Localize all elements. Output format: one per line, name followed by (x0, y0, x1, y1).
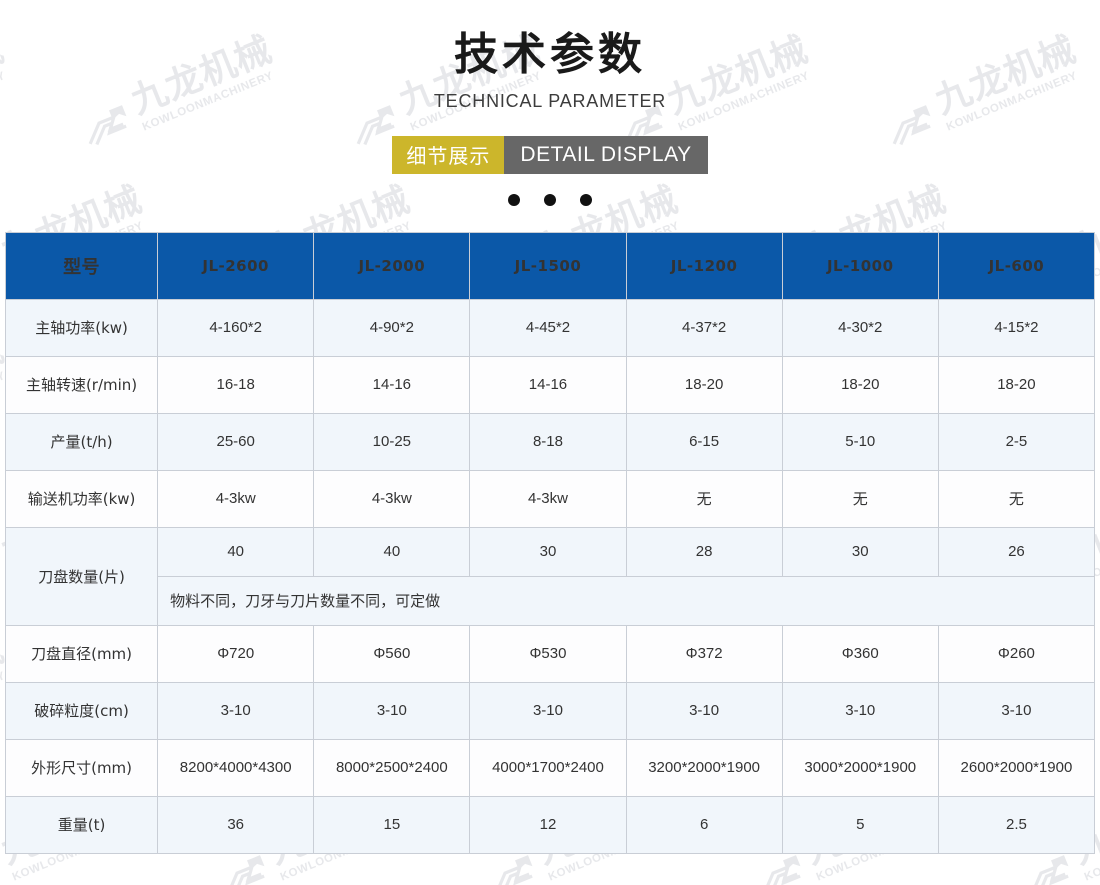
page-header: 技术参数 TECHNICAL PARAMETER 细节展示 DETAIL DIS… (0, 0, 1100, 206)
table-cell: 4-3kw (469, 469, 627, 528)
table-row: 刀盘直径(mm) Φ720 Φ560 Φ530 Φ372 Φ360 Φ260 (4, 624, 1096, 683)
table-cell: 4-90*2 (313, 298, 471, 357)
table-row: 主轴转速(r/min) 16-18 14-16 14-16 18-20 18-20 18-2… (4, 355, 1096, 414)
table-cell: 3200*2000*1900 (625, 738, 783, 797)
row-label: 刀盘直径(mm) (4, 624, 159, 683)
table-cell: 14-16 (313, 355, 471, 414)
column-header-jl-1000: JL-1000 (781, 231, 939, 300)
table-cell: Φ530 (469, 624, 627, 683)
column-header-jl-2600: JL-2600 (157, 231, 315, 300)
table-row: 外形尺寸(mm) 8200*4000*4300 8000*2500*2400 4000… (4, 738, 1096, 797)
table-cell: Φ720 (157, 624, 315, 683)
table-cell: 3-10 (625, 681, 783, 740)
row-label: 产量(t/h) (4, 412, 159, 471)
table-cell: Φ372 (625, 624, 783, 683)
page-subtitle: TECHNICAL PARAMETER (433, 90, 667, 111)
table-cell: 无 (781, 469, 939, 528)
table-cell: 18-20 (625, 355, 783, 414)
column-header-model: 型号 (4, 231, 159, 300)
badge-label-en: DETAIL DISPLAY (504, 135, 708, 174)
table-cell: 3000*2000*1900 (781, 738, 939, 797)
table-body: 主轴功率(kw) 4-160*2 4-90*2 4-45*2 4-37*2 4-30*2 4… (4, 298, 1096, 854)
table-cell: 3-10 (781, 681, 939, 740)
table-cell: 25-60 (157, 412, 315, 471)
row-label: 输送机功率(kw) (4, 469, 159, 528)
table-cell: 4-3kw (157, 469, 315, 528)
table-cell: Φ560 (313, 624, 471, 683)
badge-label-cn: 细节展示 (392, 135, 505, 174)
table-cell: 无 (625, 469, 783, 528)
table-head: 型号 JL-2600 JL-2000 JL-1500 JL-1200 JL-1000 JL-… (4, 231, 1096, 300)
table-cell: 2-5 (937, 412, 1096, 471)
table-cell: Φ260 (937, 624, 1096, 683)
table-row: 主轴功率(kw) 4-160*2 4-90*2 4-45*2 4-37*2 4-30*2 4… (4, 298, 1096, 357)
technical-parameter-table: 型号 JL-2600 JL-2000 JL-1500 JL-1200 JL-1000 JL-… (4, 231, 1096, 854)
column-header-jl-1500: JL-1500 (469, 231, 627, 300)
table-cell: 无 (937, 469, 1096, 528)
table-cell: 4-15*2 (937, 298, 1096, 357)
section-badge: 细节展示 DETAIL DISPLAY (0, 135, 1100, 174)
row-label: 刀盘数量(片) (4, 526, 159, 626)
table-header-row: 型号 JL-2600 JL-2000 JL-1500 JL-1200 JL-1000 JL-… (4, 231, 1096, 300)
table-cell: 4000*1700*2400 (469, 738, 627, 797)
table-row: 产量(t/h) 25-60 10-25 8-18 6-15 5-10 2-5 (4, 412, 1096, 471)
table-cell: 40 (157, 526, 315, 577)
table-cell: 16-18 (157, 355, 315, 414)
table-cell: 4-30*2 (781, 298, 939, 357)
table-cell: 36 (157, 795, 315, 854)
spec-table-container: 型号 JL-2600 JL-2000 JL-1500 JL-1200 JL-1000 JL-… (4, 231, 1096, 854)
dot-icon (508, 193, 520, 206)
table-row: 刀盘数量(片) 40 40 30 28 30 26 (4, 526, 1096, 626)
column-header-jl-2000: JL-2000 (313, 231, 471, 300)
table-cell: 30 (781, 526, 939, 577)
row-label: 外形尺寸(mm) (4, 738, 159, 797)
table-cell: 3-10 (937, 681, 1096, 740)
table-cell: 18-20 (937, 355, 1096, 414)
table-cell: 8-18 (469, 412, 627, 471)
table-cell: 12 (469, 795, 627, 854)
decorative-dots (0, 193, 1100, 206)
table-cell: 5 (781, 795, 939, 854)
table-cell: 2.5 (937, 795, 1096, 854)
table-cell: 14-16 (469, 355, 627, 414)
column-header-jl-600: JL-600 (937, 231, 1096, 300)
table-cell: 5-10 (781, 412, 939, 471)
table-cell: 3-10 (157, 681, 315, 740)
table-cell: 40 (313, 526, 471, 577)
table-cell: 6-15 (625, 412, 783, 471)
table-cell: 8200*4000*4300 (157, 738, 315, 797)
dot-icon (544, 193, 556, 206)
table-row: 输送机功率(kw) 4-3kw 4-3kw 4-3kw 无无无 (4, 469, 1096, 528)
table-cell: 18-20 (781, 355, 939, 414)
table-cell: 4-160*2 (157, 298, 315, 357)
table-cell: 10-25 (313, 412, 471, 471)
row-note: 物料不同，刀牙与刀片数量不同，可定做 (157, 575, 1095, 626)
table-cell: 2600*2000*1900 (937, 738, 1096, 797)
table-cell: 4-45*2 (469, 298, 627, 357)
table-cell: Φ360 (781, 624, 939, 683)
table-cell: 15 (313, 795, 471, 854)
column-header-jl-1200: JL-1200 (625, 231, 783, 300)
table-cell: 3-10 (313, 681, 471, 740)
table-cell: 4-3kw (313, 469, 471, 528)
page-title: 技术参数 (454, 29, 646, 80)
table-note-row: 物料不同，刀牙与刀片数量不同，可定做 (6, 575, 1095, 626)
row-label: 主轴转速(r/min) (4, 355, 159, 414)
table-cell: 28 (625, 526, 783, 577)
table-cell: 26 (937, 526, 1096, 577)
row-label: 主轴功率(kw) (4, 298, 159, 357)
table-row: 破碎粒度(cm) 3-10 3-10 3-10 3-10 3-10 3-10 (4, 681, 1096, 740)
dot-icon (580, 193, 592, 206)
table-cell: 4-37*2 (625, 298, 783, 357)
table-row: 重量(t) 36 15 12 6 5 2.5 (4, 795, 1096, 854)
row-label: 重量(t) (4, 795, 159, 854)
table-cell: 6 (625, 795, 783, 854)
table-cell: 8000*2500*2400 (313, 738, 471, 797)
table-cell: 3-10 (469, 681, 627, 740)
row-label: 破碎粒度(cm) (4, 681, 159, 740)
table-cell: 30 (469, 526, 627, 577)
